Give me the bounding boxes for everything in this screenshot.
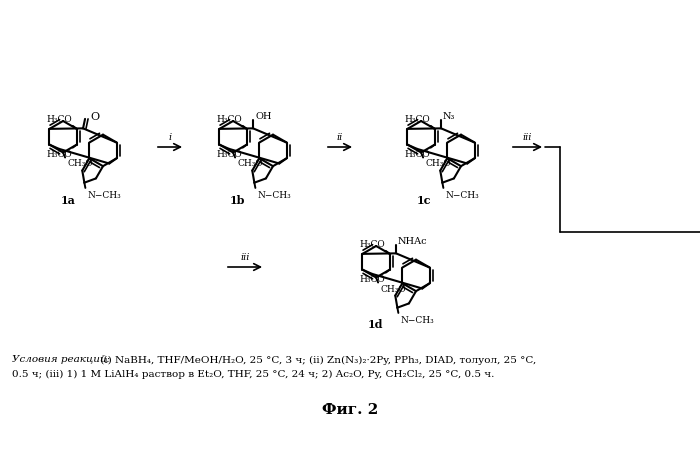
Text: 0.5 ч; (iii) 1) 1 M LiAlH₄ раствор в Et₂O, THF, 25 °C, 24 ч; 2) Ac₂O, Py, CH₂Cl₂: 0.5 ч; (iii) 1) 1 M LiAlH₄ раствор в Et₂… [12,370,494,378]
Text: ii: ii [337,133,343,142]
Text: H₃CO: H₃CO [46,115,71,124]
Text: 1d: 1d [368,320,383,330]
Text: iii: iii [523,133,532,142]
Text: 1b: 1b [230,195,245,206]
Text: H₃CO: H₃CO [404,115,430,124]
Text: N−CH₃: N−CH₃ [445,191,479,200]
Text: i: i [169,133,172,142]
Text: H₃CO: H₃CO [216,150,242,158]
Text: CH₃O: CH₃O [425,159,451,169]
Text: CH₃O: CH₃O [67,159,93,169]
Text: NHAc: NHAc [398,237,428,246]
Text: 1a: 1a [61,195,76,206]
Text: N−CH₃: N−CH₃ [88,191,121,200]
Text: H₃CO: H₃CO [46,150,71,158]
Text: CH₃O: CH₃O [380,285,406,293]
Text: Фиг. 2: Фиг. 2 [322,403,378,417]
Text: CH₃O: CH₃O [237,159,263,169]
Text: H₃CO: H₃CO [359,240,385,249]
Text: H₃CO: H₃CO [359,274,385,284]
Text: (i) NaBH₄, THF/MeOH/H₂O, 25 °C, 3 ч; (ii) Zn(N₃)₂·2Py, PPh₃, DIAD, толуол, 25 °C: (i) NaBH₄, THF/MeOH/H₂O, 25 °C, 3 ч; (ii… [97,355,536,365]
Text: N₃: N₃ [443,112,456,122]
Text: O: O [90,112,99,122]
Text: Условия реакций:: Условия реакций: [12,355,110,365]
Text: H₃CO: H₃CO [404,150,430,158]
Text: N−CH₃: N−CH₃ [400,316,434,325]
Text: N−CH₃: N−CH₃ [258,191,291,200]
Text: H₃CO: H₃CO [216,115,242,124]
Text: 1c: 1c [416,195,431,206]
Text: OH: OH [255,112,272,122]
Text: iii: iii [240,253,250,262]
